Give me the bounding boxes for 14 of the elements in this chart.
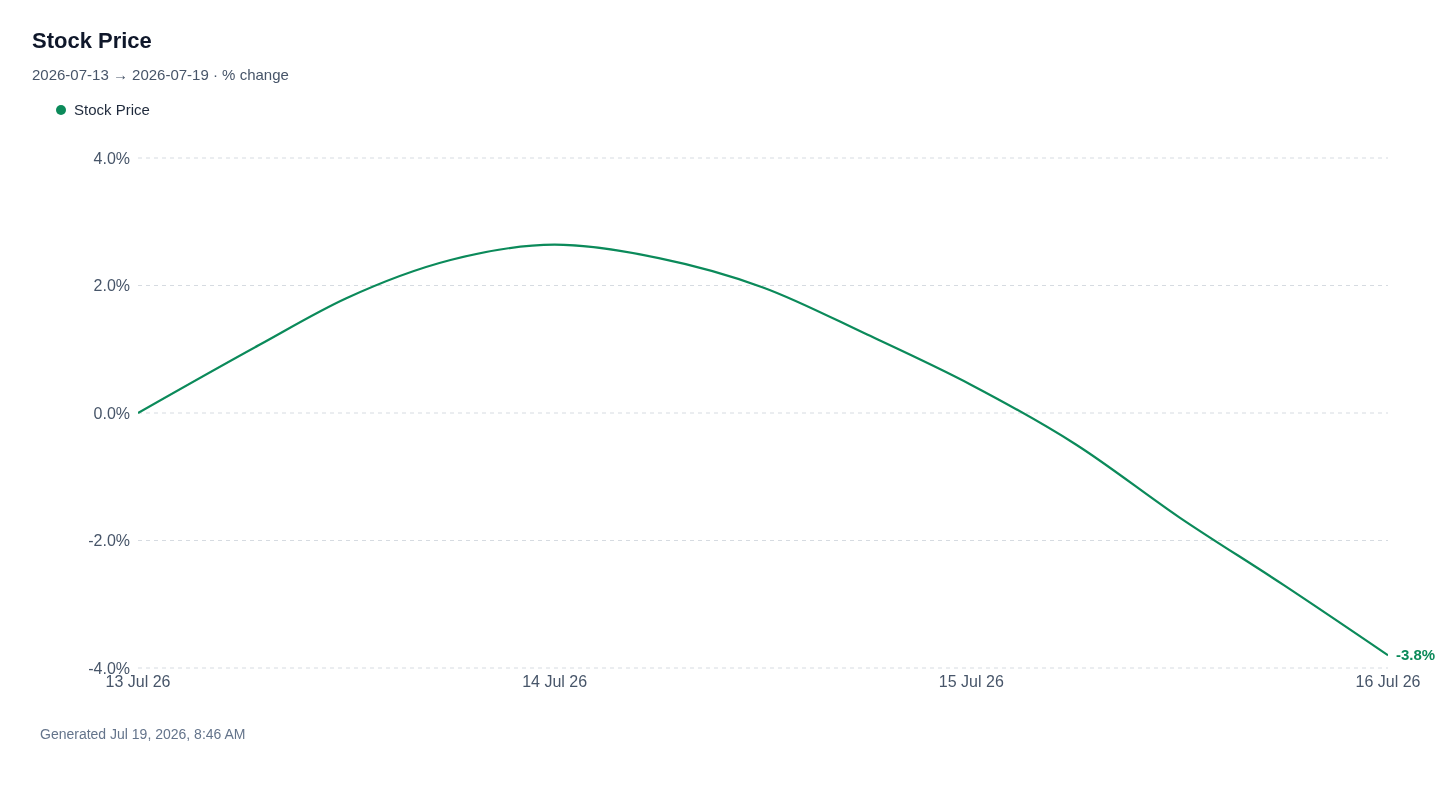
legend-label: Stock Price: [74, 101, 150, 118]
y-tick-label: -2.0%: [88, 532, 130, 550]
line-series: [138, 243, 1388, 657]
y-tick-label: 4.0%: [93, 149, 130, 167]
text: Generated Jul 19, 2026, 8:46 AM: [40, 726, 246, 742]
chart-subtitle: 2026-07-13 → 2026-07-19 · % change: [32, 66, 289, 83]
x-tick-label: 16 Jul 26: [1355, 673, 1421, 691]
x-tick-label: 15 Jul 26: [938, 673, 1004, 691]
chart-title: Stock Price: [32, 28, 153, 54]
data-label: -3.8%: [1396, 646, 1436, 664]
x-tick-label: 14 Jul 26: [522, 673, 588, 691]
x-tick-label: 13 Jul 26: [105, 673, 171, 691]
y-tick-label: 2.0%: [93, 277, 130, 295]
y-tick-label: 0.0%: [93, 404, 130, 422]
